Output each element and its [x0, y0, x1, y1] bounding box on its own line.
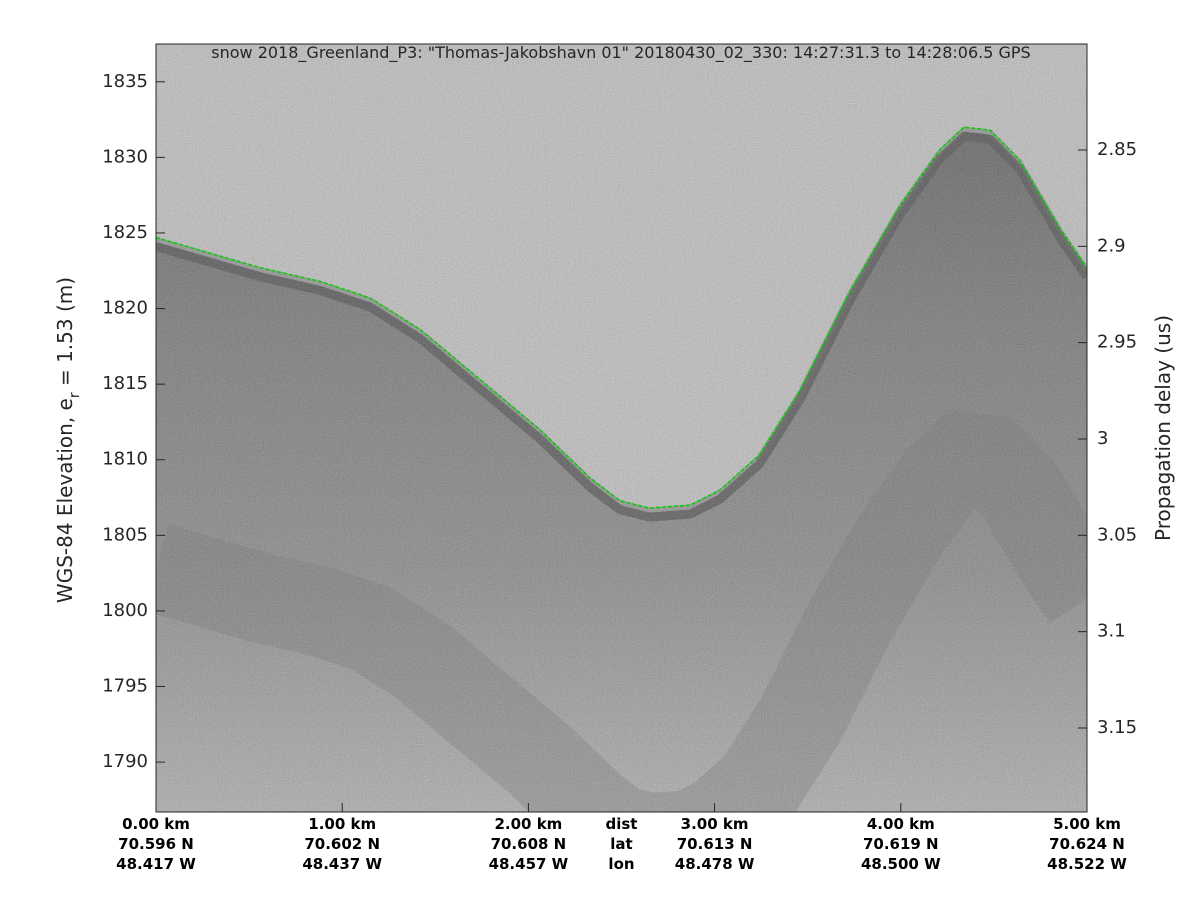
- lat-label: 70.624 N: [1049, 835, 1125, 853]
- row-name: lon: [608, 855, 634, 873]
- y-tick-label: 1800: [102, 600, 148, 621]
- echogram-noise: [156, 44, 1087, 812]
- y2-tick-label: 2.9: [1097, 235, 1126, 256]
- lat-label: 70.608 N: [491, 835, 567, 853]
- row-name: dist: [606, 815, 638, 833]
- lon-label: 48.457 W: [489, 855, 569, 873]
- y-tick-label: 1820: [102, 298, 148, 319]
- y2-tick-label: 3.05: [1097, 524, 1137, 545]
- y-tick-label: 1835: [102, 71, 148, 92]
- x-tick-label: 0.00 km: [122, 815, 190, 833]
- chart-title: snow 2018_Greenland_P3: "Thomas-Jakobsha…: [211, 43, 1030, 63]
- lon-label: 48.437 W: [302, 855, 382, 873]
- y-tick-label: 1830: [102, 146, 148, 167]
- lon-label: 48.478 W: [675, 855, 755, 873]
- x-tick-label: 1.00 km: [308, 815, 376, 833]
- x-tick-label: 5.00 km: [1053, 815, 1121, 833]
- y-tick-label: 1795: [102, 676, 148, 697]
- row-name: lat: [610, 835, 632, 853]
- y2-tick-label: 2.85: [1097, 139, 1137, 160]
- y-tick-label: 1790: [102, 751, 148, 772]
- y-axis-label: WGS-84 Elevation, er = 1.53 (m): [53, 277, 83, 603]
- y2-tick-label: 3.1: [1097, 621, 1126, 642]
- surface-line: [155, 126, 1088, 509]
- y-label-part: WGS-84 Elevation, e: [53, 398, 77, 603]
- lon-label: 48.500 W: [861, 855, 941, 873]
- y-tick-label: 1810: [102, 449, 148, 470]
- lon-label: 48.522 W: [1047, 855, 1127, 873]
- y-label-part: = 1.53 (m): [53, 277, 77, 392]
- lat-label: 70.613 N: [677, 835, 753, 853]
- y-tick-label: 1825: [102, 222, 148, 243]
- y2-tick-label: 3.15: [1097, 717, 1137, 738]
- y-label-subscript: r: [67, 392, 83, 398]
- y2-tick-label: 2.95: [1097, 332, 1137, 353]
- y-tick-label: 1805: [102, 524, 148, 545]
- y2-tick-label: 3: [1097, 428, 1108, 449]
- lon-label: 48.417 W: [116, 855, 196, 873]
- y-tick-label: 1815: [102, 373, 148, 394]
- x-tick-label: 3.00 km: [681, 815, 749, 833]
- plot-frame: [155, 43, 1088, 813]
- x-tick-label: 4.00 km: [867, 815, 935, 833]
- x-tick-label: 2.00 km: [494, 815, 562, 833]
- lat-label: 70.619 N: [863, 835, 939, 853]
- lat-label: 70.602 N: [304, 835, 380, 853]
- lat-label: 70.596 N: [118, 835, 194, 853]
- y2-axis-label: Propagation delay (us): [1151, 315, 1175, 541]
